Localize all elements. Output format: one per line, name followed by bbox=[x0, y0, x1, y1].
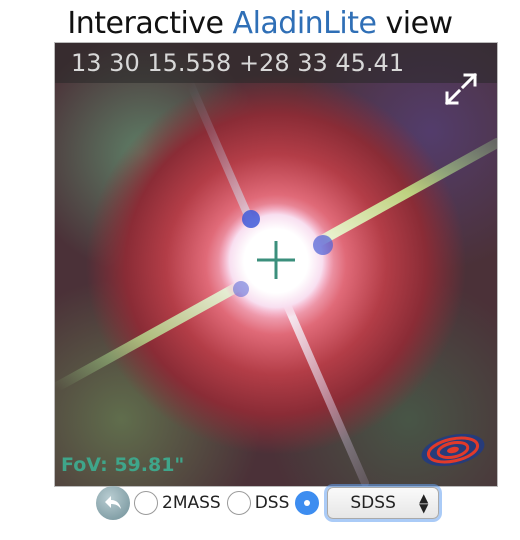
crosshair-icon bbox=[257, 241, 295, 279]
aladin-logo-icon[interactable] bbox=[419, 430, 487, 470]
survey-controls: 2MASS DSS SDSS ▲ ▼ bbox=[96, 486, 476, 520]
sky-viewer[interactable]: 13 30 15.558 +28 33 45.41 FoV: 59.81" bbox=[54, 42, 498, 487]
survey-radio-dss[interactable] bbox=[226, 491, 251, 515]
fov-readout: FoV: 59.81" bbox=[61, 454, 185, 476]
back-arrow-icon[interactable] bbox=[96, 486, 130, 520]
survey-dropdown-value: SDSS bbox=[350, 493, 396, 513]
survey-radio-2mass[interactable] bbox=[134, 491, 158, 515]
title-prefix: Interactive bbox=[67, 6, 233, 41]
select-arrows-icon: ▲ ▼ bbox=[419, 491, 429, 515]
aladinlite-link[interactable]: AladinLite bbox=[232, 6, 377, 41]
expand-icon[interactable] bbox=[439, 67, 483, 111]
survey-label-2mass: 2MASS bbox=[162, 493, 221, 513]
title-suffix: view bbox=[376, 6, 453, 41]
coordinates-readout: 13 30 15.558 +28 33 45.41 bbox=[55, 43, 497, 83]
page-title: Interactive AladinLite view bbox=[0, 6, 520, 41]
survey-dropdown[interactable]: SDSS ▲ ▼ bbox=[327, 487, 440, 519]
survey-label-dss: DSS bbox=[254, 493, 290, 513]
survey-radio-selected[interactable] bbox=[295, 491, 320, 515]
